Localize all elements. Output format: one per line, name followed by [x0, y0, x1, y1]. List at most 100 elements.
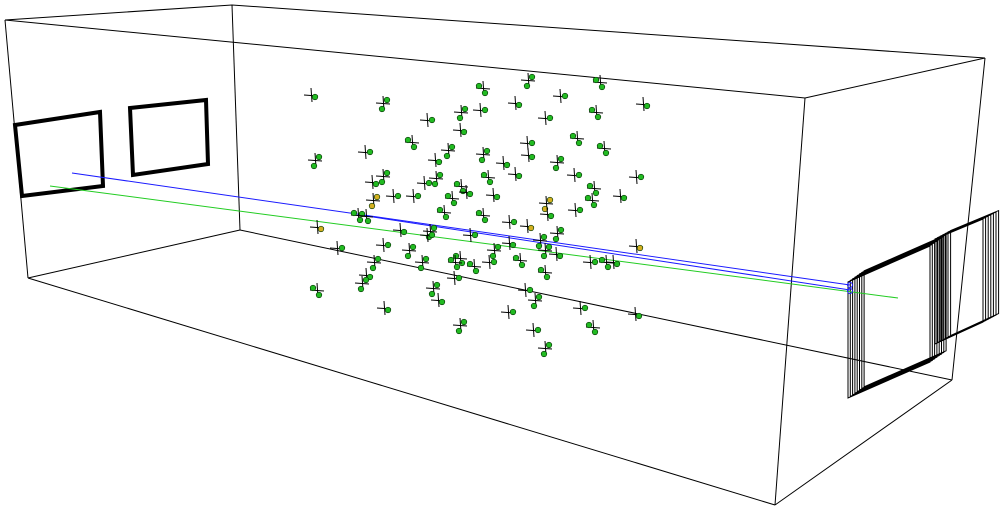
hit-site — [376, 300, 392, 316]
hit-site — [592, 74, 608, 91]
hit-dot — [643, 102, 651, 110]
hit-dot — [547, 212, 555, 220]
hit-dot — [460, 128, 468, 136]
hit-cross-v — [423, 175, 426, 191]
hit-site — [612, 188, 628, 204]
hit-dot — [510, 218, 518, 226]
hit-dot — [438, 298, 446, 306]
hit-dot — [350, 209, 358, 217]
hit-dot — [576, 206, 584, 214]
target-plane — [127, 97, 211, 178]
hit-dot — [575, 139, 583, 147]
hit-site — [444, 190, 460, 207]
hit-dot — [414, 192, 422, 200]
box-edge-near-right — [774, 97, 806, 506]
hit-site — [495, 155, 511, 171]
hit-dot — [368, 202, 376, 210]
hit-dot — [569, 132, 577, 140]
hit-dot — [540, 252, 548, 260]
hit-site — [350, 207, 366, 224]
hit-cross-v — [399, 222, 402, 238]
hit-dot — [460, 318, 468, 326]
hit-site — [365, 192, 381, 210]
hit-site — [582, 254, 599, 270]
hit-cross-h — [440, 149, 456, 152]
hit-dot — [598, 256, 606, 264]
hit-site — [452, 122, 468, 138]
hit-cross-v — [508, 214, 511, 230]
hit-cross-v — [635, 238, 638, 254]
hit-site — [446, 270, 463, 286]
hit-site — [462, 227, 479, 243]
hit-cross-v — [383, 300, 386, 316]
hit-dot — [436, 206, 444, 214]
hit-site — [392, 222, 408, 238]
hit-dot — [515, 101, 523, 109]
hit-site — [440, 142, 456, 160]
hit-cross-v — [453, 270, 456, 286]
hit-site — [385, 188, 402, 204]
hit-site — [569, 130, 585, 147]
hit-dot — [585, 321, 593, 329]
hit-cross-v — [574, 202, 577, 218]
hit-site — [309, 282, 325, 299]
hit-cross-v — [559, 88, 562, 104]
hit-dot — [592, 76, 600, 84]
hit-dot — [535, 242, 543, 250]
hit-site — [364, 174, 380, 190]
reconstructed-tracks — [49, 172, 899, 299]
hit-dot — [620, 194, 628, 202]
hit-dot — [357, 285, 365, 293]
detector-plane-front — [859, 237, 942, 391]
hit-dot — [602, 149, 610, 157]
hit-cross-v — [514, 95, 517, 111]
hit-dot — [478, 156, 486, 164]
hit-dot — [452, 252, 460, 260]
hit-site — [538, 195, 554, 213]
hit-dot — [635, 312, 643, 320]
hit-site — [501, 235, 517, 251]
hit-dot — [461, 105, 469, 113]
hit-site — [475, 207, 491, 224]
hit-site — [453, 104, 469, 122]
hit-dot — [425, 179, 433, 187]
hit-dot — [592, 189, 600, 197]
hit-cross-h — [307, 159, 323, 162]
hit-site — [512, 252, 528, 269]
hit-site — [447, 254, 463, 271]
hit-dot — [374, 255, 382, 263]
hit-site — [537, 110, 554, 126]
hit-cross-v — [526, 218, 529, 234]
hit-dot — [515, 172, 523, 180]
hit-dot — [410, 143, 418, 151]
detector-plane-front — [847, 245, 931, 399]
hit-site — [628, 169, 645, 185]
hit-site — [416, 175, 433, 191]
detector-plane-front — [854, 240, 938, 394]
hit-cross-h — [452, 324, 468, 327]
hit-dot — [534, 326, 542, 334]
hit-cross-v — [382, 237, 385, 253]
hit-dot — [552, 235, 560, 243]
box-edge-far-bottom — [239, 229, 953, 381]
hit-cross-h — [425, 287, 441, 290]
hit-dot — [450, 199, 458, 207]
hit-dot — [596, 142, 604, 150]
hit-site — [537, 340, 553, 358]
hit-dot — [591, 258, 599, 266]
hit-dot — [315, 291, 323, 299]
hit-site — [596, 140, 612, 157]
hit-site — [584, 192, 600, 209]
hit-cross-v — [514, 166, 517, 182]
hit-cross-v — [524, 282, 527, 298]
box-edge-near-bottom — [27, 277, 776, 506]
hit-dot — [455, 327, 463, 335]
hit-cross-v — [488, 254, 491, 270]
detector-plane-front — [856, 238, 940, 393]
hit-dot — [528, 139, 536, 147]
hit-dot — [509, 241, 517, 249]
hit-site — [303, 87, 319, 103]
hit-cross-v — [364, 144, 367, 160]
hit-dot — [557, 155, 565, 163]
